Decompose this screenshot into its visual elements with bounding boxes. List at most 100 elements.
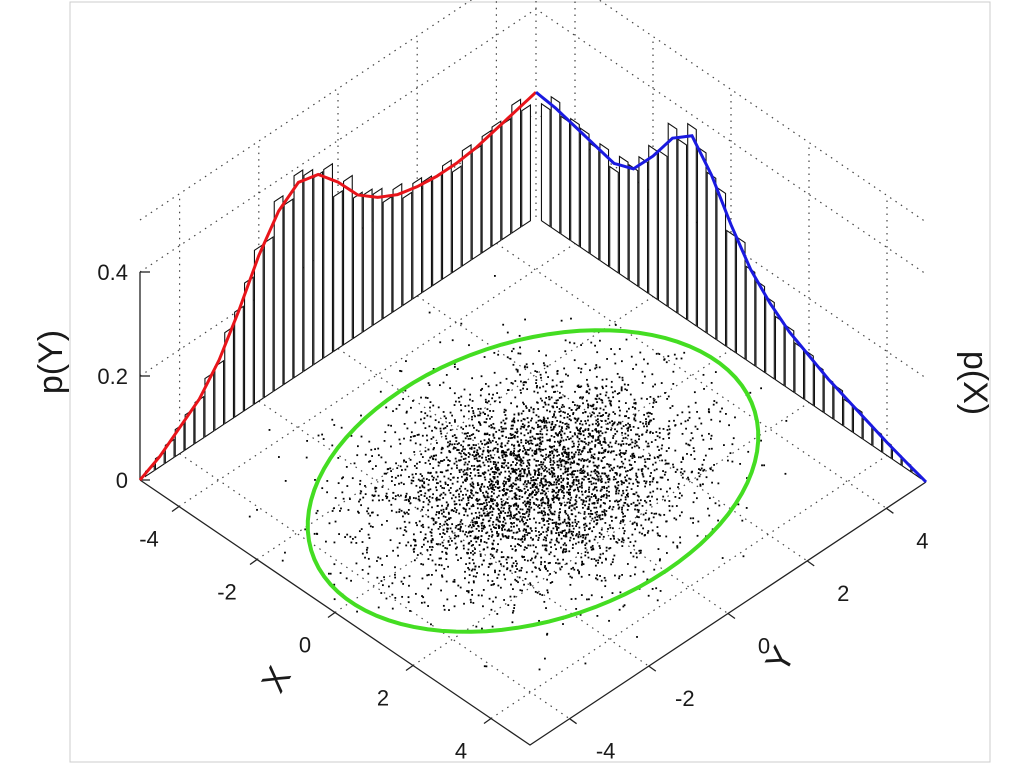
scatter-point: [435, 427, 438, 430]
scatter-point: [622, 527, 625, 530]
scatter-point: [601, 401, 604, 404]
scatter-point: [509, 517, 512, 520]
scatter-point: [501, 450, 503, 453]
scatter-point: [593, 412, 595, 415]
scatter-point: [509, 569, 512, 572]
scatter-point: [619, 449, 621, 452]
scatter-point: [521, 496, 524, 498]
scatter-point: [700, 422, 703, 425]
scatter-point: [405, 461, 407, 463]
scatter-point: [698, 475, 701, 478]
scatter-point: [513, 525, 515, 528]
scatter-point: [601, 472, 604, 475]
scatter-point: [494, 485, 497, 488]
scatter-point: [545, 467, 548, 469]
scatter-point: [489, 506, 492, 508]
scatter-point: [570, 509, 573, 512]
scatter-point: [589, 512, 592, 515]
scatter-point: [628, 407, 630, 410]
scatter-point: [496, 516, 498, 519]
scatter-point: [582, 501, 585, 504]
scatter-point: [534, 444, 537, 447]
scatter-point: [519, 427, 522, 430]
scatter-point: [545, 354, 548, 357]
scatter-point: [534, 590, 537, 593]
x-tick-mark: [405, 664, 414, 672]
scatter-point: [459, 530, 462, 532]
scatter-point: [478, 503, 481, 506]
scatter-point: [475, 575, 477, 578]
scatter-point: [564, 462, 567, 465]
scatter-point: [484, 398, 487, 401]
scatter-point: [526, 497, 529, 500]
scatter-point: [476, 502, 479, 505]
scatter-point: [667, 447, 670, 450]
scatter-point: [432, 476, 435, 479]
scatter-point: [445, 501, 448, 504]
scatter-point: [390, 480, 393, 483]
scatter-point: [539, 569, 542, 571]
scatter-point: [526, 474, 529, 477]
scatter-point: [583, 517, 586, 520]
scatter-point: [523, 528, 526, 531]
scatter-point: [469, 496, 471, 499]
scatter-point: [503, 466, 505, 469]
scatter-point: [657, 548, 660, 550]
scatter-point: [514, 431, 517, 434]
histogram-bar: [804, 349, 814, 407]
scatter-point: [658, 427, 661, 430]
scatter-point: [620, 483, 623, 486]
scatter-point: [650, 419, 653, 422]
scatter-point: [526, 448, 529, 451]
scatter-point: [503, 408, 506, 411]
scatter-point: [573, 454, 576, 456]
scatter-point: [525, 452, 528, 455]
scatter-point: [519, 470, 521, 473]
scatter-point: [567, 521, 570, 524]
scatter-point: [477, 453, 480, 456]
scatter-point: [438, 512, 440, 515]
scatter-point: [586, 458, 589, 461]
scatter-point: [548, 484, 550, 487]
scatter-point: [445, 558, 448, 561]
scatter-point: [471, 400, 474, 402]
scatter-point: [522, 410, 525, 413]
scatter-point: [521, 468, 524, 470]
floor-grid-x: [412, 402, 810, 666]
scatter-point: [590, 405, 593, 408]
scatter-point: [518, 473, 521, 476]
scatter-point: [550, 470, 553, 473]
scatter-point: [480, 524, 483, 527]
scatter-point: [430, 583, 432, 586]
scatter-point: [543, 507, 546, 510]
scatter-point: [515, 579, 518, 582]
scatter-point: [683, 351, 686, 354]
y-tick-mark: [648, 665, 657, 672]
scatter-point: [514, 380, 517, 382]
scatter-point: [549, 454, 552, 457]
scatter-point: [547, 403, 550, 406]
scatter-point: [377, 494, 380, 497]
scatter-point: [438, 511, 441, 513]
scatter-point: [526, 388, 529, 391]
scatter-point: [693, 391, 696, 394]
scatter-point: [635, 478, 637, 481]
scatter-point: [453, 500, 456, 503]
scatter-point: [570, 317, 572, 320]
scatter-point: [441, 471, 444, 474]
scatter-point: [537, 460, 539, 462]
scatter-point: [534, 555, 537, 558]
scatter-point: [587, 415, 589, 418]
scatter-point: [556, 476, 559, 479]
scatter-point: [449, 387, 452, 390]
scatter-point: [666, 462, 669, 465]
scatter-point: [570, 451, 573, 454]
scatter-point: [426, 540, 429, 543]
scatter-point: [482, 509, 485, 512]
scatter-point: [572, 530, 575, 533]
scatter-point: [553, 435, 556, 438]
scatter-point: [661, 444, 664, 447]
scatter-point: [558, 483, 560, 485]
scatter-point: [338, 533, 340, 535]
scatter-point: [542, 362, 545, 365]
